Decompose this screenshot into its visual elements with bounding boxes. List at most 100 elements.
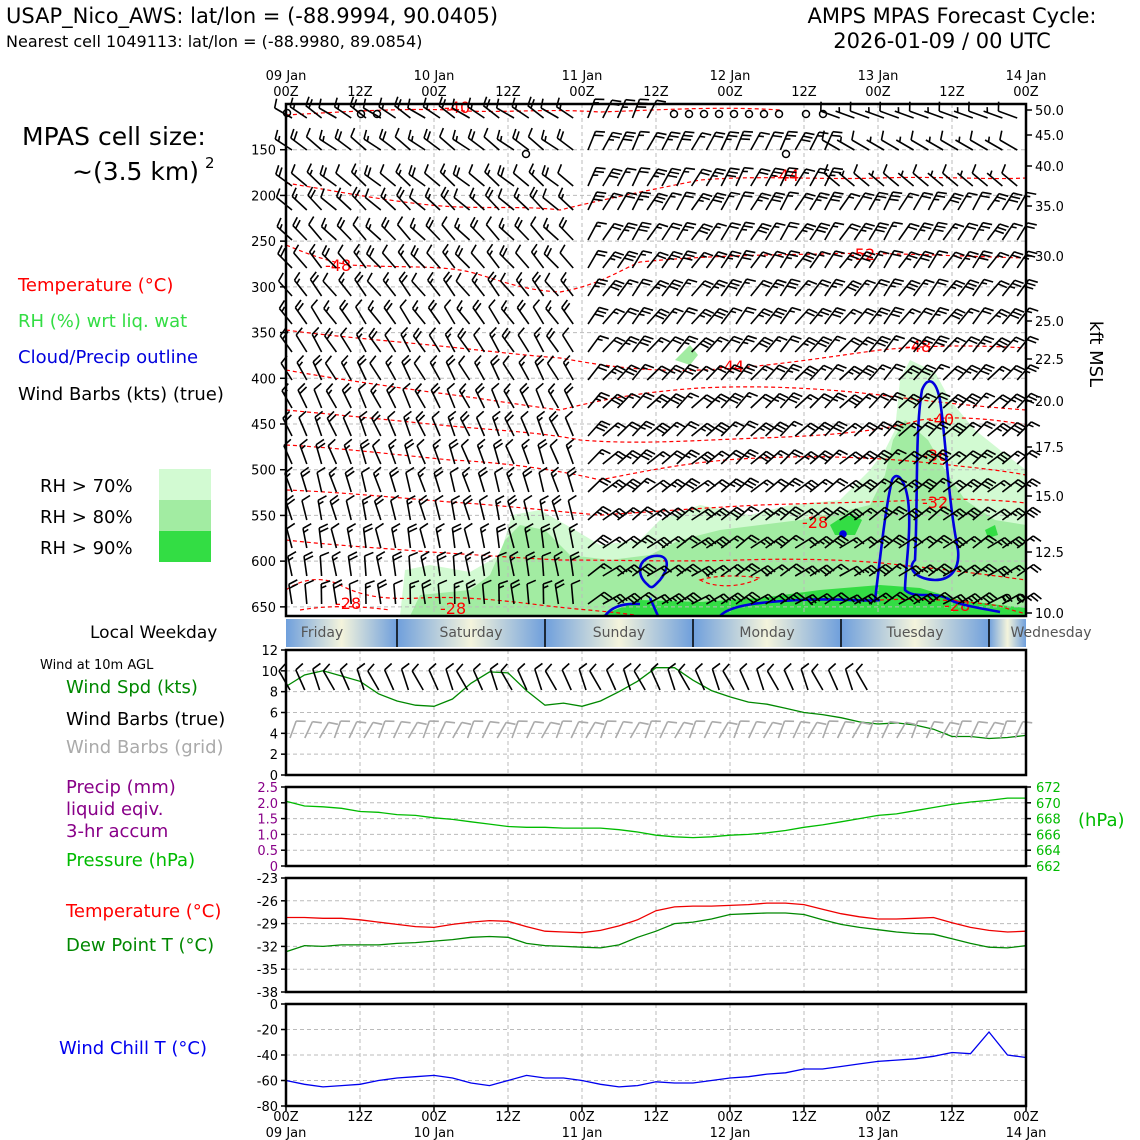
wind-barb-feather <box>419 498 429 506</box>
wind-barb-shaft <box>289 720 297 739</box>
wind-barb-feather <box>597 366 608 372</box>
cloud-outline-small <box>638 554 669 589</box>
wind-barb <box>411 272 426 297</box>
contour-m28-upper <box>285 539 1027 581</box>
wind-barb-feather <box>719 336 729 342</box>
wind-barb-half-feather <box>311 250 316 256</box>
wind-barb-feather <box>436 551 447 557</box>
wind-barb <box>559 244 574 269</box>
wind-barb-feather <box>495 495 505 502</box>
wind-barb-half-feather <box>832 225 839 228</box>
wind-barb <box>587 563 613 577</box>
wind-barb-feather <box>346 470 355 478</box>
wind-barb-half-feather <box>996 427 1003 432</box>
wind-barb-feather <box>617 450 627 458</box>
wind-barb-feather <box>470 131 476 141</box>
wind-barb-feather <box>955 481 965 489</box>
wind-barb-shaft <box>419 528 426 549</box>
wind-barb-shaft <box>792 721 802 739</box>
wind-barb-feather <box>295 327 303 336</box>
wind-barb-feather <box>1010 195 1021 200</box>
wind-barb-half-feather <box>954 339 960 344</box>
wind-barb-feather <box>516 299 524 309</box>
wind-barb-feather <box>751 591 761 599</box>
wind-barb-feather <box>1017 479 1027 486</box>
wind-barb-half-feather <box>658 339 664 344</box>
pressure-unit: (hPa) <box>1078 810 1125 831</box>
wind-barb-shaft <box>286 528 293 549</box>
wind-barb-feather <box>786 134 797 137</box>
wind-barb-feather <box>278 167 283 177</box>
wind-barb <box>438 127 456 151</box>
wind-barb-feather <box>727 285 738 290</box>
wind-barb-feather <box>980 225 991 229</box>
wind-barb-half-feather <box>967 310 974 314</box>
wind-barb <box>750 422 775 437</box>
wind-barb-feather <box>853 337 863 343</box>
wind-barb-feather <box>898 534 908 541</box>
wind-barb-half-feather <box>486 169 491 176</box>
wind-barb-feather <box>578 662 588 670</box>
wind-barb-feather <box>921 195 932 199</box>
wind-barb <box>299 438 308 465</box>
wind-barb-feather <box>496 129 501 140</box>
wind-barb-shaft <box>555 720 564 739</box>
wind-barb-feather <box>494 442 504 450</box>
wind-barb-feather <box>958 422 968 429</box>
wind-barb-feather <box>453 551 463 557</box>
wind-barb-feather <box>523 470 533 478</box>
wind-barb <box>794 365 819 381</box>
wind-barb <box>824 363 847 381</box>
wind-barb <box>705 222 727 241</box>
wind-barb-feather <box>840 592 850 600</box>
wind-barb <box>406 495 416 521</box>
wind-barb <box>295 662 306 691</box>
wind-barb-shaft <box>970 721 980 739</box>
wind-barb-feather <box>500 167 505 177</box>
wind-barb-feather <box>689 565 698 573</box>
wind-barb-shaft <box>783 669 794 691</box>
wind-barb <box>1016 449 1041 465</box>
wind-barb <box>927 191 947 211</box>
wind-barb-feather <box>1030 594 1039 602</box>
wind-barb <box>485 216 500 241</box>
wind-barb <box>844 662 854 691</box>
wind-barb-feather <box>538 466 548 474</box>
wind-barb-feather <box>671 282 681 288</box>
wind-barb-feather <box>318 129 323 140</box>
wind-barb-feather <box>657 131 667 136</box>
wind-barb <box>898 336 922 353</box>
wind-barb <box>358 410 368 437</box>
wind-barb-shaft <box>605 669 617 691</box>
wind-barb-feather <box>761 339 771 345</box>
wind-barb-feather <box>807 425 816 432</box>
wind-barb-half-feather <box>488 250 494 256</box>
bottom-date-label: 14 Jan <box>1006 1126 1047 1140</box>
wind-barb-feather <box>717 367 727 374</box>
wind-barb-half-feather <box>819 540 825 545</box>
wind-barb <box>942 593 969 605</box>
wind-barb-feather <box>999 251 1010 257</box>
wind-barb-feather <box>289 97 294 108</box>
wind-barb <box>461 466 471 493</box>
wind-barb-feather <box>554 579 565 585</box>
wind-barb-feather <box>555 97 560 108</box>
wind-barb <box>378 128 397 151</box>
wind-barb <box>489 662 499 691</box>
wind-barb-feather <box>337 244 344 254</box>
wind-barb-shaft <box>644 720 653 739</box>
wind-barb-feather <box>703 396 713 404</box>
wind-barb-half-feather <box>742 341 749 345</box>
wind-barb-feather <box>632 449 642 456</box>
wind-barb <box>705 251 728 269</box>
wind-barb-feather <box>925 307 936 313</box>
wind-barb <box>470 244 486 269</box>
wind-barb-feather <box>474 302 482 312</box>
wind-barb <box>764 335 788 353</box>
wind-barb-half-feather <box>498 585 505 589</box>
wind-barb-feather <box>791 278 801 283</box>
wind-barb <box>541 164 559 187</box>
wind-barb <box>514 216 530 241</box>
rh70-label: RH > 70% <box>40 476 133 497</box>
wind-barb <box>275 188 293 211</box>
